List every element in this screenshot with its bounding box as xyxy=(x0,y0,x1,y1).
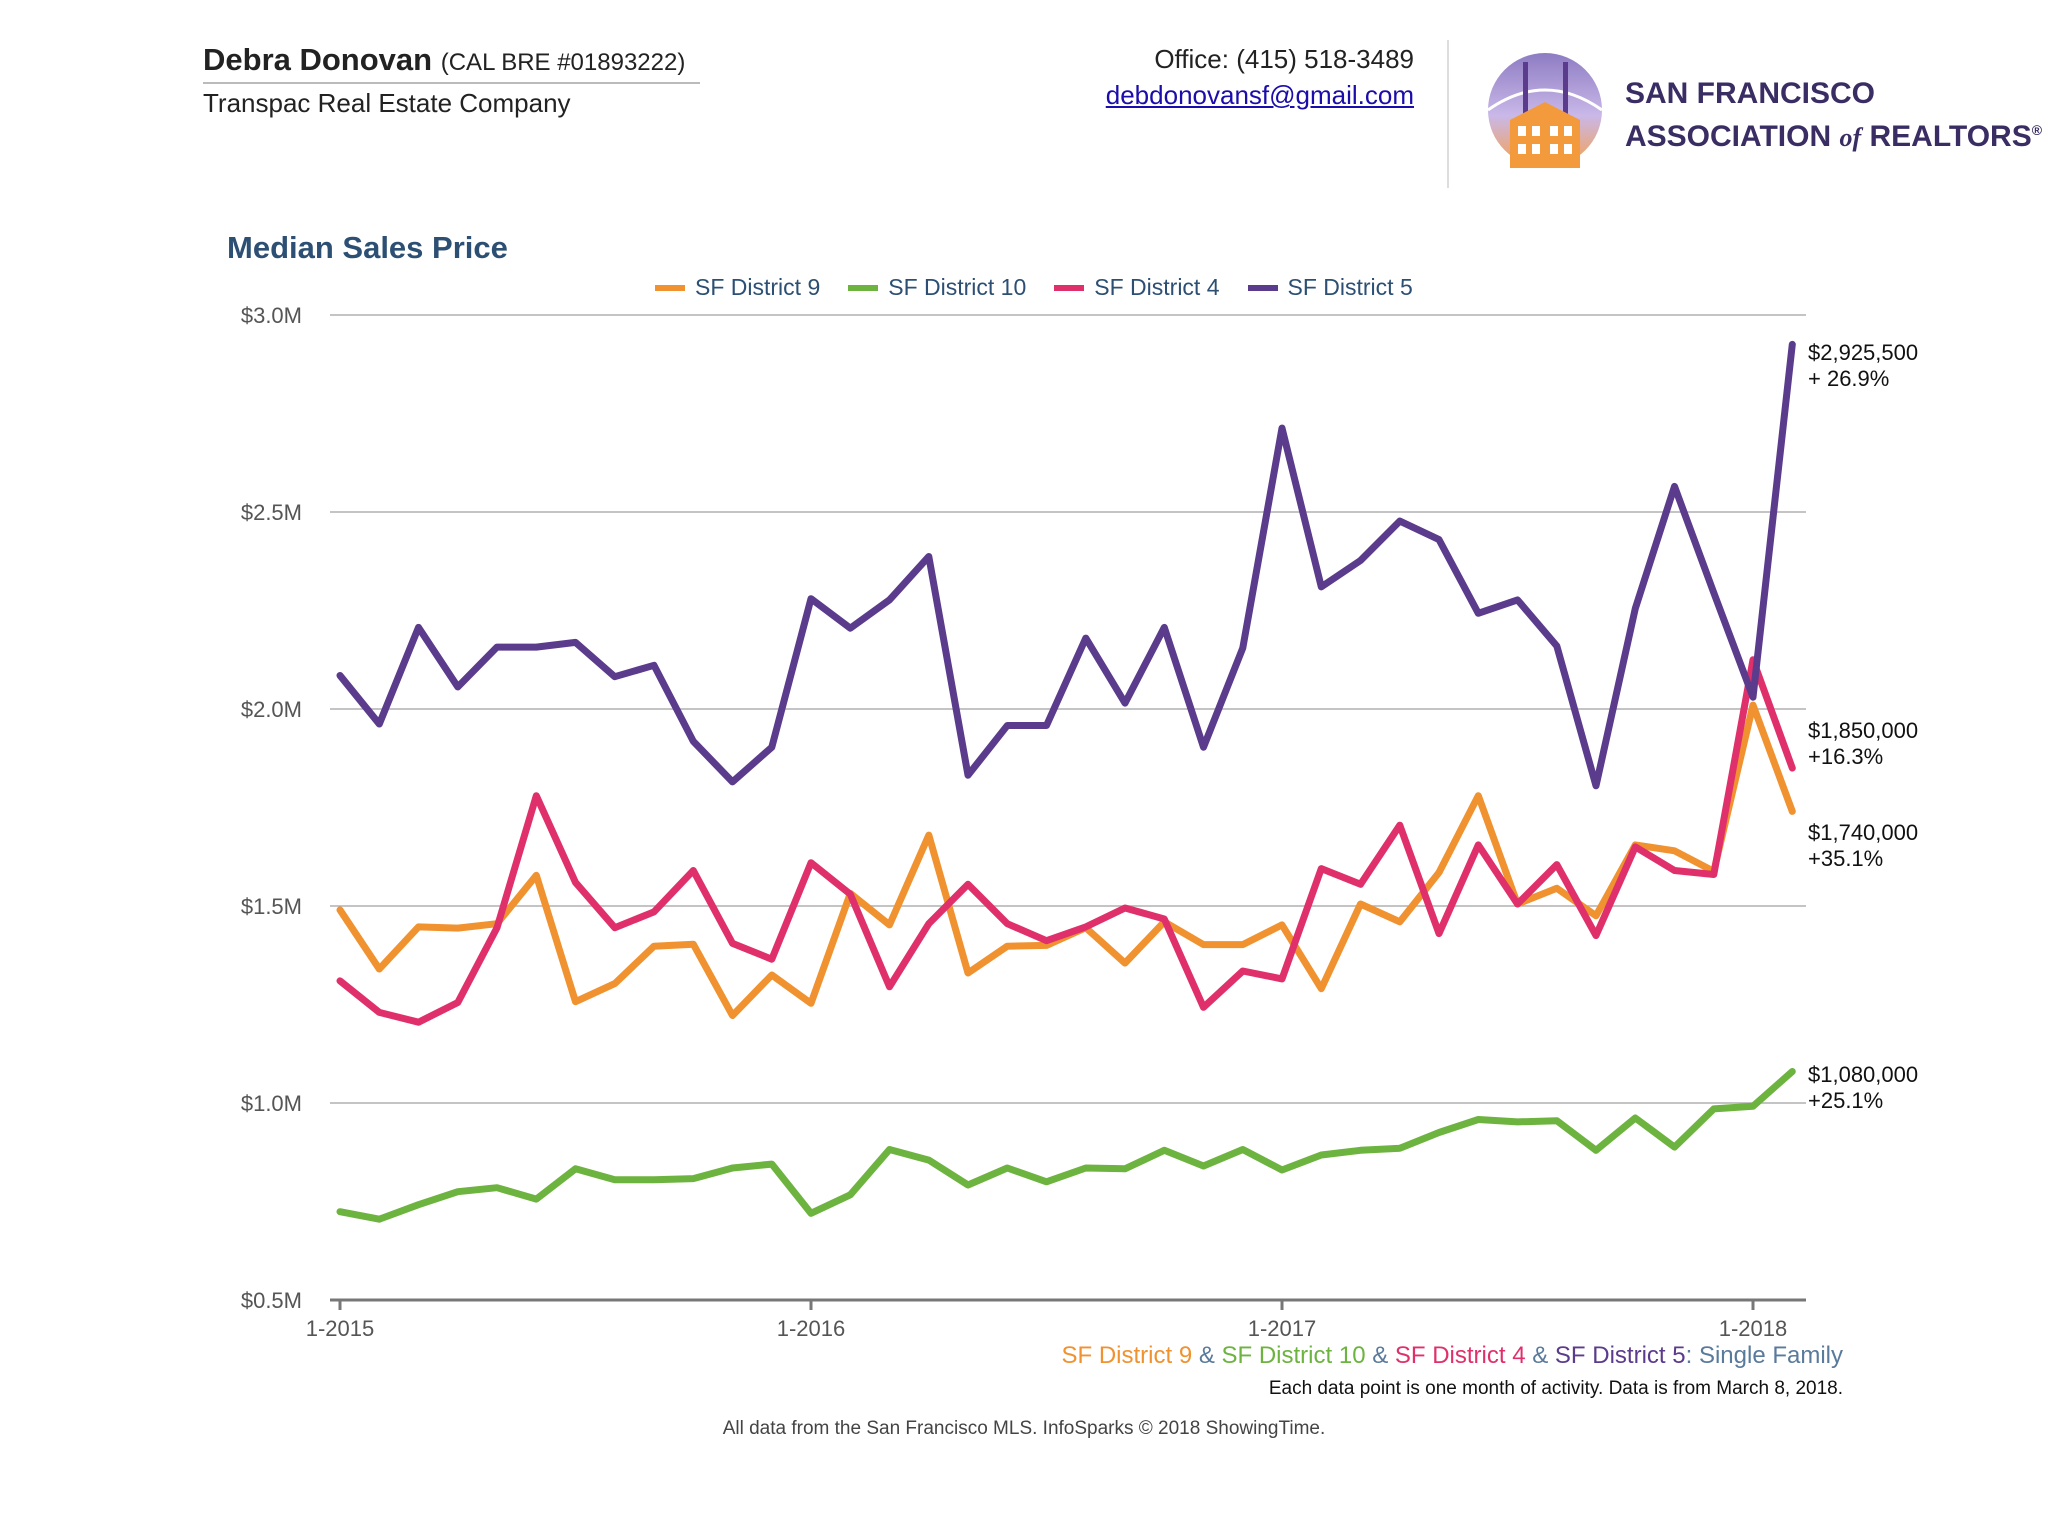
x-tick-label: 1-2016 xyxy=(777,1316,846,1341)
legend-swatch xyxy=(848,284,879,291)
y-tick-label: $1.5M xyxy=(241,894,302,919)
y-tick-label: $2.5M xyxy=(241,500,302,525)
caption-part: SF District 9 xyxy=(1061,1342,1193,1369)
legend-swatch xyxy=(1054,284,1085,291)
caption-part: : Single Family xyxy=(1685,1342,1843,1369)
logo-line-2: ASSOCIATION of REALTORS® xyxy=(1625,120,2043,153)
series-line-sf-district-4 xyxy=(336,656,1796,1026)
office-phone: Office: (415) 518-3489 xyxy=(1154,44,1414,74)
caption-part: & xyxy=(1525,1342,1555,1369)
agent-name: Debra Donovan xyxy=(203,42,433,77)
agent-name-line: Debra Donovan (CAL BRE #01893222) xyxy=(203,42,685,78)
caption-part: SF District 10 xyxy=(1221,1342,1366,1369)
x-tick-label: 1-2015 xyxy=(306,1316,375,1341)
series-line-sf-district-9 xyxy=(336,701,1796,1019)
y-tick-label: $2.0M xyxy=(241,697,302,722)
annotation-district-4: $1,850,000 +16.3% xyxy=(1808,718,1919,769)
annotation-district-9: $1,740,000 +35.1% xyxy=(1808,820,1919,871)
caption-part: & xyxy=(1365,1342,1395,1369)
company-name: Transpac Real Estate Company xyxy=(203,88,571,118)
chart-legend: SF District 9 SF District 10 SF District… xyxy=(655,274,1413,301)
header-divider xyxy=(1447,40,1449,188)
legend-item-district-10: SF District 10 xyxy=(848,274,1026,301)
annotation-district-10: $1,080,000 +25.1% xyxy=(1808,1062,1919,1113)
sfar-logo-text: SAN FRANCISCO ASSOCIATION of REALTORS® xyxy=(1625,76,2042,156)
annotation-district-5: $2,925,500 + 26.9% xyxy=(1808,340,1919,391)
sfar-logo xyxy=(1487,53,1603,168)
caption-part: SF District 4 xyxy=(1394,1342,1526,1369)
caption-part: SF District 5 xyxy=(1554,1342,1686,1369)
y-tick-label: $0.5M xyxy=(241,1288,302,1313)
series-caption: SF District 9 & SF District 10 & SF Dist… xyxy=(1061,1342,1843,1370)
source-note: All data from the San Francisco MLS. Inf… xyxy=(722,1418,1326,1439)
legend-item-district-4: SF District 4 xyxy=(1054,274,1220,301)
email-link[interactable]: debdonovansf@gmail.com xyxy=(1105,80,1414,110)
x-tick-label: 1-2018 xyxy=(1719,1316,1788,1341)
data-note: Each data point is one month of activity… xyxy=(1268,1378,1843,1399)
series-line-sf-district-10 xyxy=(336,1068,1796,1223)
name-underline xyxy=(203,82,700,84)
legend-item-district-5: SF District 5 xyxy=(1247,274,1413,301)
y-tick-label: $3.0M xyxy=(241,303,302,328)
legend-swatch xyxy=(655,284,685,291)
y-tick-label: $1.0M xyxy=(241,1091,302,1116)
caption-part: & xyxy=(1192,1342,1222,1369)
x-tick-label: 1-2017 xyxy=(1248,1316,1317,1341)
legend-swatch xyxy=(1247,284,1278,291)
logo-line-1: SAN FRANCISCO xyxy=(1625,77,1876,110)
series-line-sf-district-5 xyxy=(336,340,1796,790)
license-number: (CAL BRE #01893222) xyxy=(440,49,686,76)
chart-title: Median Sales Price xyxy=(227,230,508,265)
legend-item-district-9: SF District 9 xyxy=(655,274,820,301)
